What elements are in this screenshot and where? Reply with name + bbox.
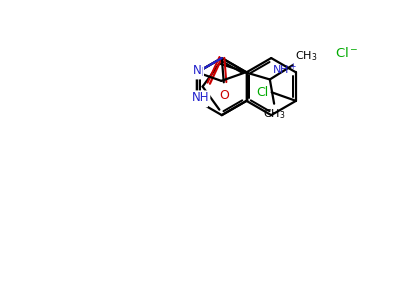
Text: CH$_3$: CH$_3$ [295, 50, 317, 63]
Text: Cl: Cl [256, 86, 268, 99]
Text: NH: NH [192, 91, 209, 104]
Text: Cl$^-$: Cl$^-$ [335, 46, 358, 60]
Text: CH$_3$: CH$_3$ [263, 108, 285, 122]
Text: N: N [195, 66, 204, 79]
Text: NH$^+$: NH$^+$ [272, 62, 297, 77]
Text: N: N [193, 64, 202, 77]
Text: NH: NH [190, 94, 207, 107]
Text: O: O [219, 89, 229, 102]
